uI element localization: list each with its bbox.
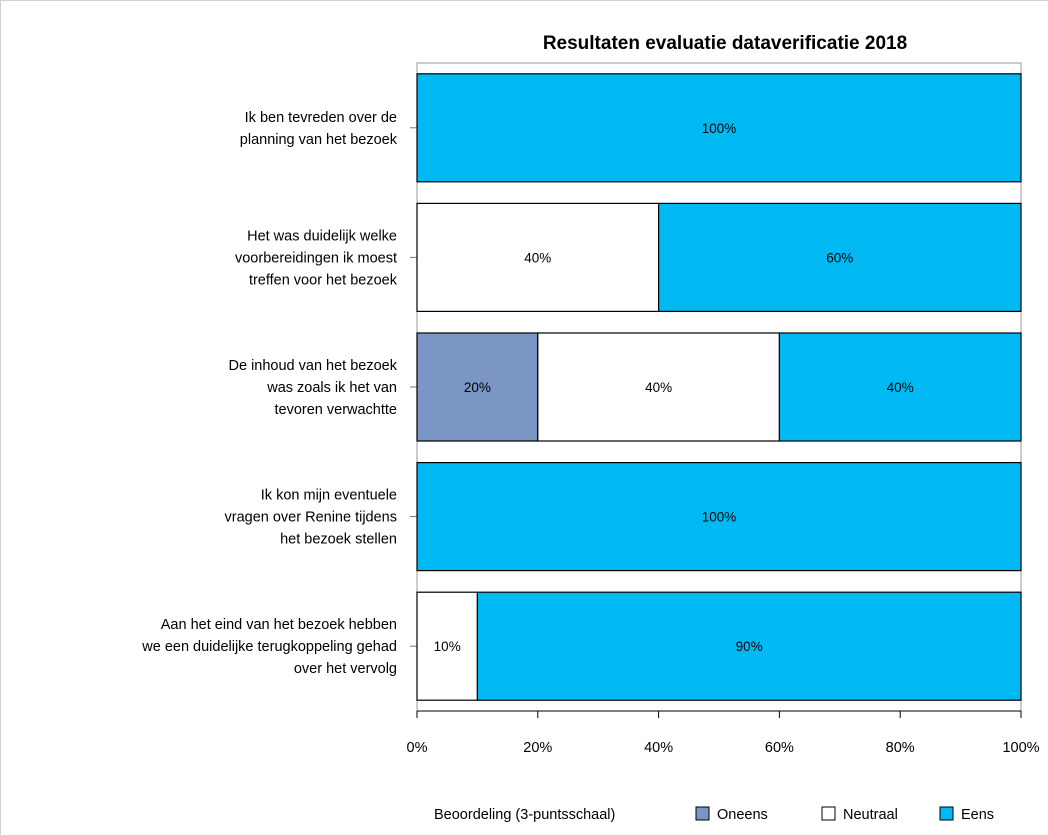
- legend-entry: Oneens: [717, 807, 768, 823]
- bar-segment-eens: [657, 202, 1022, 312]
- bar-segment-eens: [416, 462, 1022, 572]
- x-tick-label: 100%: [1002, 740, 1039, 756]
- data-label: 100%: [702, 510, 737, 525]
- x-tick-label: 0%: [407, 740, 428, 756]
- category-label: De inhoud van het bezoek was zoals ik het…: [229, 358, 398, 418]
- legend-swatch: [695, 806, 710, 821]
- x-tick-label: 20%: [523, 740, 552, 756]
- legend-entry: Eens: [961, 807, 994, 823]
- data-label: 60%: [826, 250, 853, 265]
- legend-swatch: [939, 806, 954, 821]
- chart-title: Resultaten evaluatie dataverificatie 201…: [543, 33, 907, 54]
- legend: Beoordeling (3-puntsschaal) Oneens Neutraa…: [434, 806, 994, 823]
- legend-title: Beoordeling (3-puntsschaal): [434, 807, 615, 823]
- data-label: 20%: [464, 380, 491, 395]
- data-label: 40%: [524, 250, 551, 265]
- category-label: Ik ben tevreden over de planning van het …: [240, 110, 398, 148]
- data-label: 40%: [887, 380, 914, 395]
- data-label: 10%: [434, 639, 461, 654]
- legend-entry: Neutraal: [843, 807, 898, 823]
- bar-segment-oneens: [416, 332, 539, 442]
- x-tick-label: 40%: [644, 740, 673, 756]
- plot-area: Ik ben tevreden over de planning van het …: [141, 62, 1022, 712]
- x-tick-label: 60%: [765, 740, 794, 756]
- bar-segment-neutraal: [416, 591, 479, 701]
- legend-swatch: [821, 806, 836, 821]
- x-tick-label: 80%: [886, 740, 915, 756]
- bar-segment-eens: [476, 591, 1022, 701]
- bar-segment-eens: [778, 332, 1022, 442]
- data-label: 90%: [736, 639, 763, 654]
- x-axis: 0% 20% 40% 60% 80% 100%: [407, 710, 1040, 756]
- category-label: Het was duidelijk welke voorbereidingen i…: [235, 228, 398, 288]
- data-label: 40%: [645, 380, 672, 395]
- data-label: 100%: [702, 121, 737, 136]
- bar-segment-eens: [416, 73, 1022, 183]
- bar-segment-neutraal: [537, 332, 780, 442]
- category-label: Aan het eind van het bezoek hebben we een…: [141, 617, 397, 677]
- category-label: Ik kon mijn eventuele vragen over Renine …: [225, 488, 398, 548]
